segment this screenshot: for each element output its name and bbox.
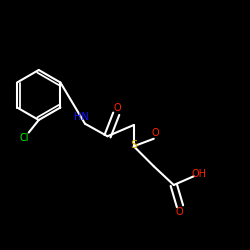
Text: O: O <box>176 207 183 217</box>
Text: O: O <box>152 128 159 138</box>
Text: OH: OH <box>192 169 207 179</box>
Text: O: O <box>113 103 121 113</box>
Text: S: S <box>130 140 137 150</box>
Text: Cl: Cl <box>20 133 29 143</box>
Text: HN: HN <box>74 112 88 122</box>
